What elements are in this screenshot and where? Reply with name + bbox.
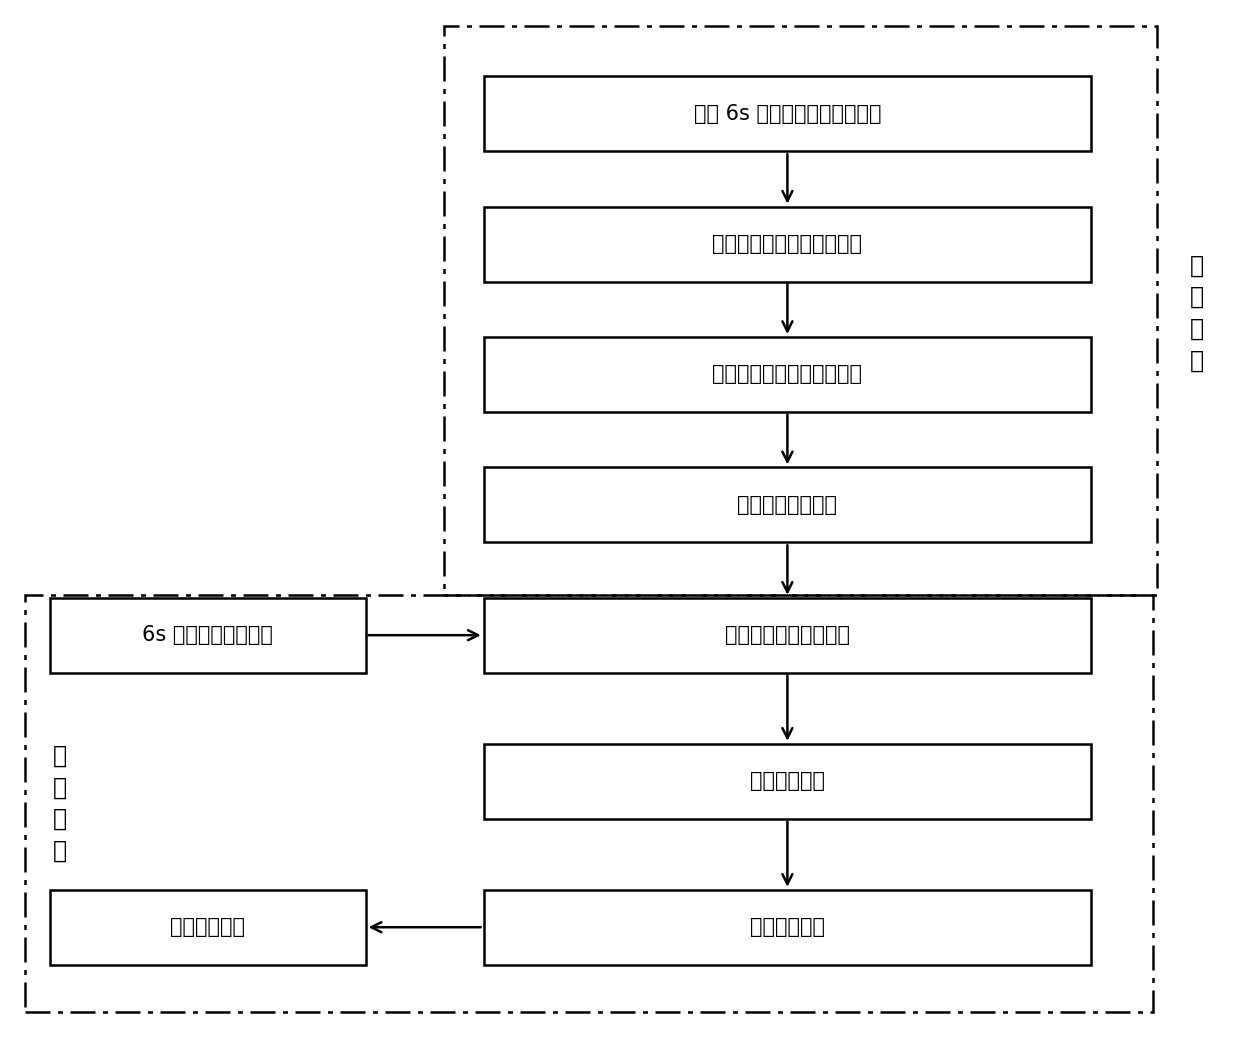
- Text: 模
型
训
练: 模 型 训 练: [1189, 253, 1204, 372]
- Text: 构建三维卷积神经网络模型: 构建三维卷积神经网络模型: [713, 234, 862, 254]
- Text: 压缩模型冻结参数: 压缩模型冻结参数: [738, 494, 837, 515]
- Text: 移植模型到护士客户端: 移植模型到护士客户端: [725, 625, 849, 646]
- FancyBboxPatch shape: [484, 207, 1091, 282]
- Text: 6s 面部区域视频输入: 6s 面部区域视频输入: [143, 625, 273, 646]
- Text: 疼痛评分输出: 疼痛评分输出: [170, 917, 246, 938]
- FancyBboxPatch shape: [50, 890, 366, 965]
- Text: 面部区域追踪: 面部区域追踪: [750, 771, 825, 792]
- Text: 视频疼痛评估: 视频疼痛评估: [750, 917, 825, 938]
- FancyBboxPatch shape: [484, 337, 1091, 412]
- FancyBboxPatch shape: [50, 598, 366, 673]
- Bar: [25, 595, 1153, 1012]
- Bar: [444, 26, 1157, 595]
- FancyBboxPatch shape: [484, 890, 1091, 965]
- FancyBboxPatch shape: [484, 467, 1091, 542]
- FancyBboxPatch shape: [484, 76, 1091, 151]
- FancyBboxPatch shape: [484, 598, 1091, 673]
- Text: 训练调整神经网络模型参数: 训练调整神经网络模型参数: [713, 364, 862, 385]
- Text: 模
块
应
用: 模 块 应 用: [52, 744, 67, 863]
- Text: 建立 6s 新生儿面部视频数据库: 建立 6s 新生儿面部视频数据库: [693, 103, 882, 124]
- FancyBboxPatch shape: [484, 744, 1091, 819]
